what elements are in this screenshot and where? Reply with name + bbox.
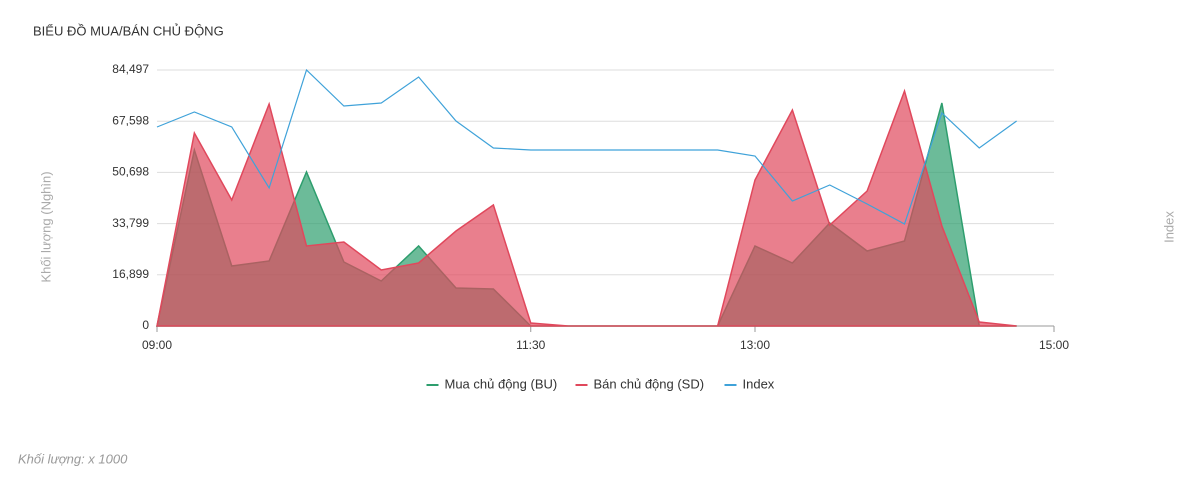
y-axis-title: Khối lượng (Nghìn) [38, 171, 53, 282]
legend-label: Mua chủ động (BU) [445, 376, 558, 391]
footnote: Khối lượng: x 1000 [18, 451, 128, 466]
area [156, 88, 1017, 327]
chart-title: BIỂU ĐỒ MUA/BÁN CHỦ ĐỘNG [33, 23, 224, 38]
y-tick-label: 0 [142, 318, 149, 332]
y-tick-label: 33,799 [112, 216, 149, 230]
line [156, 68, 1017, 225]
y2-axis-title: Index [1161, 211, 1176, 243]
legend-label: Bán chủ động (SD) [594, 376, 705, 391]
y-tick-label: 50,698 [112, 165, 149, 179]
x-tick-label: 11:30 [516, 338, 545, 352]
x-tick-label: 09:00 [142, 338, 172, 352]
y-tick-label: 67,598 [112, 113, 149, 127]
y-tick-label: 84,497 [112, 62, 149, 76]
legend-label: Index [743, 376, 775, 391]
x-tick-label: 13:00 [740, 338, 770, 352]
y-tick-label: 16,899 [112, 267, 149, 281]
x-tick-label: 15:00 [1039, 338, 1069, 352]
